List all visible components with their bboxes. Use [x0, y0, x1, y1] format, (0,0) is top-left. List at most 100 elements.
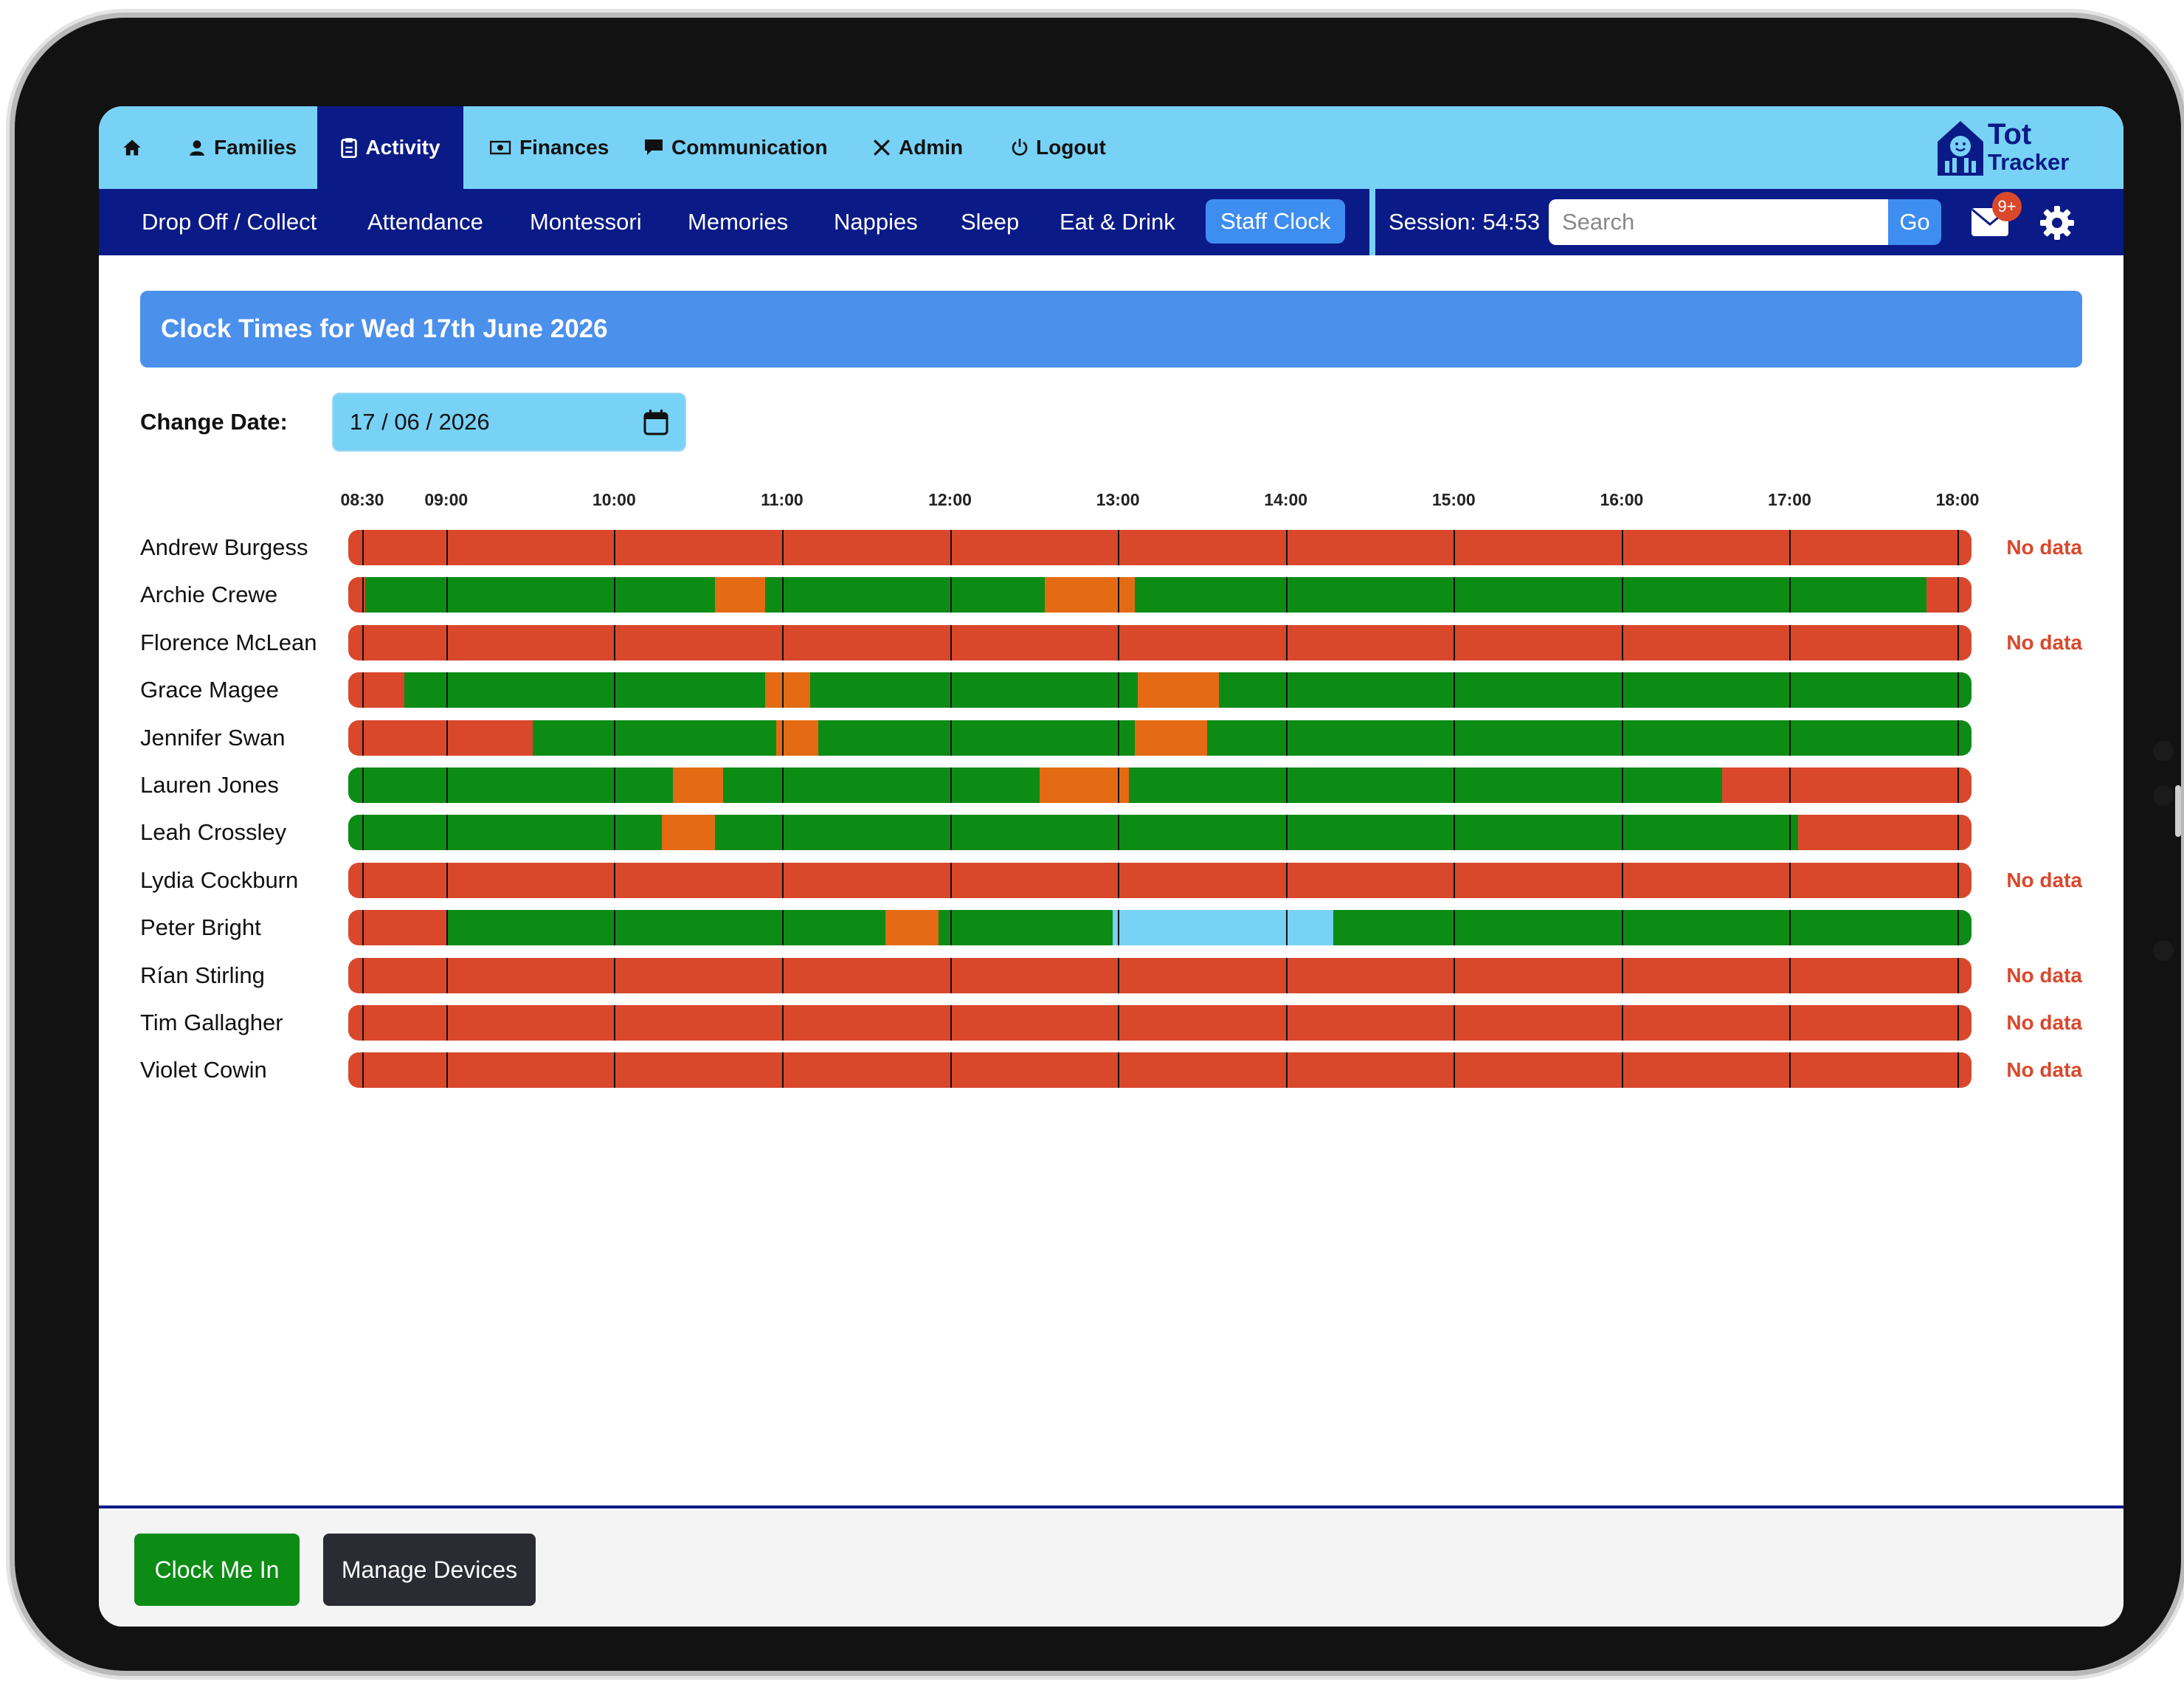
hour-gridline	[1118, 577, 1120, 613]
clock-segment-working	[1134, 577, 1927, 613]
hour-gridline	[614, 530, 616, 565]
hour-gridline	[1454, 768, 1456, 803]
tot-tracker-logo[interactable]: Tot Tracker	[1935, 118, 2075, 177]
hour-gridline	[362, 910, 364, 946]
staff-name: Lauren Jones	[140, 772, 279, 798]
hour-gridline	[1118, 910, 1120, 946]
hour-gridline	[446, 768, 448, 803]
staff-name: Jennifer Swan	[140, 724, 286, 751]
hour-gridline	[614, 1005, 616, 1041]
hour-gridline	[1789, 624, 1791, 661]
hour-gridline	[446, 530, 448, 565]
hour-gridline	[1789, 530, 1791, 565]
hour-gridline	[781, 624, 784, 661]
nav-finances[interactable]: Finances	[490, 106, 609, 189]
subnav-sleep[interactable]: Sleep	[961, 209, 1020, 235]
clock-me-in-button[interactable]: Clock Me In	[134, 1534, 300, 1606]
hour-gridline	[614, 624, 616, 661]
hour-gridline	[1454, 1005, 1456, 1041]
date-picker-input[interactable]: 17 / 06 / 2026	[332, 393, 686, 452]
subnav-attendance[interactable]: Attendance	[367, 209, 483, 235]
hour-gridline	[1789, 768, 1791, 803]
subnav-eat-drink[interactable]: Eat & Drink	[1060, 209, 1175, 235]
hour-gridline	[950, 577, 952, 613]
clock-segment-absent	[348, 862, 1972, 898]
clock-segment-working	[364, 577, 715, 613]
subnav-drop-off-collect[interactable]: Drop Off / Collect	[142, 209, 317, 235]
hour-gridline	[362, 957, 364, 993]
clock-segment-working	[939, 910, 1113, 946]
search-go-button[interactable]: Go	[1888, 199, 1941, 245]
hour-gridline	[1285, 624, 1288, 661]
nav-logout[interactable]: Logout	[1011, 106, 1106, 189]
staff-name: Grace Magee	[140, 677, 279, 703]
side-sensor	[2153, 940, 2174, 961]
clock-segment-absent	[348, 672, 404, 708]
hour-gridline	[1285, 530, 1288, 565]
staff-clock-bar[interactable]	[348, 768, 1972, 803]
search-input[interactable]	[1549, 199, 1888, 245]
manage-devices-button[interactable]: Manage Devices	[323, 1534, 536, 1606]
staff-clock-bar[interactable]	[348, 530, 1972, 565]
hour-gridline	[362, 1005, 364, 1041]
clock-segment-absent	[1926, 577, 1972, 613]
hour-gridline	[781, 577, 784, 613]
hour-gridline	[1454, 862, 1456, 898]
staff-clock-bar[interactable]	[348, 577, 1972, 613]
subnav-nappies[interactable]: Nappies	[834, 209, 918, 235]
clock-segment-break	[1045, 577, 1135, 613]
subnav-staff-clock[interactable]: Staff Clock	[1206, 199, 1346, 244]
nav-families[interactable]: Families	[187, 106, 297, 189]
clock-segment-working	[533, 720, 777, 756]
hour-gridline	[362, 815, 364, 851]
clock-segment-break	[673, 768, 724, 803]
hour-gridline	[1621, 1052, 1623, 1089]
hour-gridline	[781, 768, 784, 803]
staff-clock-bar[interactable]	[348, 1052, 1972, 1089]
hour-gridline	[1285, 768, 1288, 803]
hour-gridline	[446, 862, 448, 898]
hour-gridline	[950, 530, 952, 565]
staff-clock-bar[interactable]	[348, 910, 1972, 946]
staff-clock-bar[interactable]	[348, 862, 1972, 898]
clock-segment-working	[1207, 720, 1972, 756]
hour-gridline	[781, 1005, 784, 1041]
gear-icon[interactable]	[2039, 205, 2075, 241]
hour-gridline	[1621, 815, 1623, 851]
staff-clock-bar[interactable]	[348, 957, 1972, 993]
staff-clock-bar[interactable]	[348, 1005, 1972, 1041]
hour-gridline	[1621, 957, 1623, 993]
top-navigation: Families Activity Finances Communication…	[99, 106, 2123, 189]
nav-activity[interactable]: Activity	[317, 106, 463, 189]
clock-segment-working	[1218, 672, 1972, 708]
staff-clock-bar[interactable]	[348, 815, 1972, 851]
nav-communication[interactable]: Communication	[643, 106, 828, 189]
hour-gridline	[1621, 720, 1623, 756]
clock-segment-working	[765, 577, 1046, 613]
hour-gridline	[1789, 720, 1791, 756]
clock-segment-working	[809, 672, 1138, 708]
hour-gridline	[1118, 862, 1120, 898]
nav-admin[interactable]: Admin	[872, 106, 963, 189]
clock-segment-working	[348, 815, 662, 851]
tools-icon	[874, 139, 890, 156]
subnav-memories[interactable]: Memories	[688, 209, 789, 235]
hour-gridline	[781, 1052, 784, 1089]
staff-clock-bar[interactable]	[348, 672, 1972, 708]
hour-gridline	[1789, 672, 1791, 708]
staff-clock-bar[interactable]	[348, 720, 1972, 756]
staff-clock-bar[interactable]	[348, 624, 1972, 661]
hour-gridline	[1454, 815, 1456, 851]
hour-gridline	[1118, 768, 1120, 803]
subnav-montessori[interactable]: Montessori	[530, 209, 642, 235]
hour-gridline	[1285, 815, 1288, 851]
time-axis-label: 12:00	[928, 490, 972, 509]
hour-gridline	[1957, 910, 1960, 946]
nav-home[interactable]	[99, 106, 165, 189]
hour-gridline	[614, 815, 616, 851]
hour-gridline	[446, 577, 448, 613]
hour-gridline	[362, 862, 364, 898]
logo-house-icon	[1938, 121, 1983, 176]
hour-gridline	[614, 720, 616, 756]
calendar-icon[interactable]	[643, 409, 668, 435]
